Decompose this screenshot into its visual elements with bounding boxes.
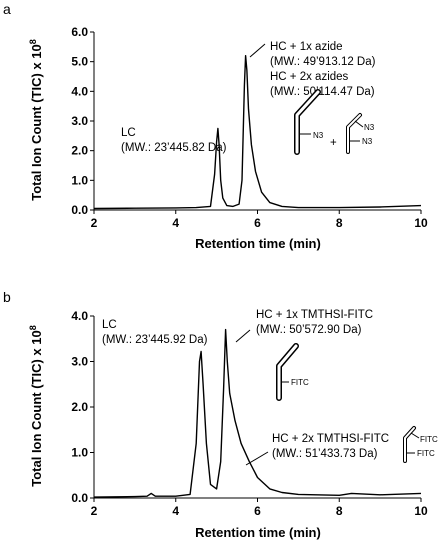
antibody-chain-single-fitc-icon: FITC — [276, 343, 309, 401]
y-tick-label-b: 0.0 — [71, 491, 88, 505]
y-tick-label-b: 3.0 — [71, 355, 88, 369]
annotation-hc1-a: HC + 1x azide (MW.: 49’913.12 Da) — [270, 41, 376, 68]
panel-a: a 0.0 1.0 2.0 3.0 4.0 5.0 6.0 2 4 6 8 10 Retention … — [3, 1, 428, 251]
panel-a-xlabel: Retention time (min) — [195, 236, 321, 251]
x-tick-label-b: 2 — [91, 504, 98, 518]
panel-a-letter: a — [3, 1, 11, 17]
y-tick-label-a: 2.0 — [71, 144, 88, 158]
annotation-leader-b2 — [245, 451, 269, 466]
x-tick-label-a: 6 — [254, 216, 261, 230]
y-tick-label-a: 0.0 — [71, 203, 88, 217]
x-tick-label-b: 8 — [336, 504, 343, 518]
annotation-hc2-b: HC + 2x TMTHSI-FITC (MW.: 51’433.73 Da) — [272, 433, 392, 460]
y-tick-label-b: 2.0 — [71, 400, 88, 414]
y-tick-label-a: 1.0 — [71, 173, 88, 187]
panel-b-plot: 0.0 1.0 2.0 3.0 4.0 2 4 6 8 10 — [71, 309, 428, 518]
svg-text:N3: N3 — [362, 137, 373, 146]
panel-b-letter: b — [3, 289, 11, 305]
tic-trace-b — [93, 328, 422, 498]
svg-text:N3: N3 — [313, 131, 324, 140]
annotation-hc2-a: HC + 2x azides (MW.: 50’114.47 Da) — [270, 71, 375, 98]
x-tick-label-b: 4 — [172, 504, 179, 518]
antibody-chain-double-azide-icon: N3 N3 — [346, 113, 375, 154]
x-tick-label-a: 8 — [336, 216, 343, 230]
annotation-hc1-b: HC + 1x TMTHSI-FITC (MW.: 50’572.90 Da) — [256, 309, 376, 336]
antibody-chain-single-azide-icon: N3 — [294, 89, 324, 155]
annotation-leader-b1 — [235, 329, 251, 343]
y-tick-label-b: 4.0 — [71, 309, 88, 323]
y-tick-label-a: 5.0 — [71, 55, 88, 69]
y-tick-label-a: 3.0 — [71, 114, 88, 128]
annotation-lc-a: LC (MW.: 23’445.82 Da) — [121, 127, 227, 154]
y-tick-label-a: 6.0 — [71, 25, 88, 39]
annotation-lc-b: LC (MW.: 23’445.92 Da) — [102, 319, 208, 346]
svg-text:FITC: FITC — [291, 378, 309, 387]
svg-text:FITC: FITC — [420, 435, 438, 444]
annotation-leader-a1 — [249, 43, 266, 58]
panel-a-ylabel: Total Ion Count (TIC) x 108 — [28, 39, 44, 201]
panel-a-plot: 0.0 1.0 2.0 3.0 4.0 5.0 6.0 2 4 6 8 10 — [71, 25, 428, 230]
panel-b: b 0.0 1.0 2.0 3.0 4.0 2 4 6 8 10 Retention time (… — [3, 289, 438, 540]
x-tick-label-a: 10 — [414, 216, 428, 230]
svg-text:FITC: FITC — [417, 449, 435, 458]
y-tick-label-b: 1.0 — [71, 446, 88, 460]
x-tick-label-a: 4 — [172, 216, 179, 230]
x-tick-label-a: 2 — [91, 216, 98, 230]
y-tick-label-a: 4.0 — [71, 84, 88, 98]
plus-sign: + — [330, 137, 337, 149]
tic-trace-a — [93, 55, 422, 210]
panel-b-ylabel: Total Ion Count (TIC) x 108 — [28, 325, 44, 487]
antibody-chain-double-fitc-icon: FITC FITC — [403, 426, 438, 463]
svg-text:N3: N3 — [364, 123, 375, 132]
panel-b-xlabel: Retention time (min) — [195, 525, 321, 540]
x-tick-label-b: 6 — [254, 504, 261, 518]
x-tick-label-b: 10 — [414, 504, 428, 518]
